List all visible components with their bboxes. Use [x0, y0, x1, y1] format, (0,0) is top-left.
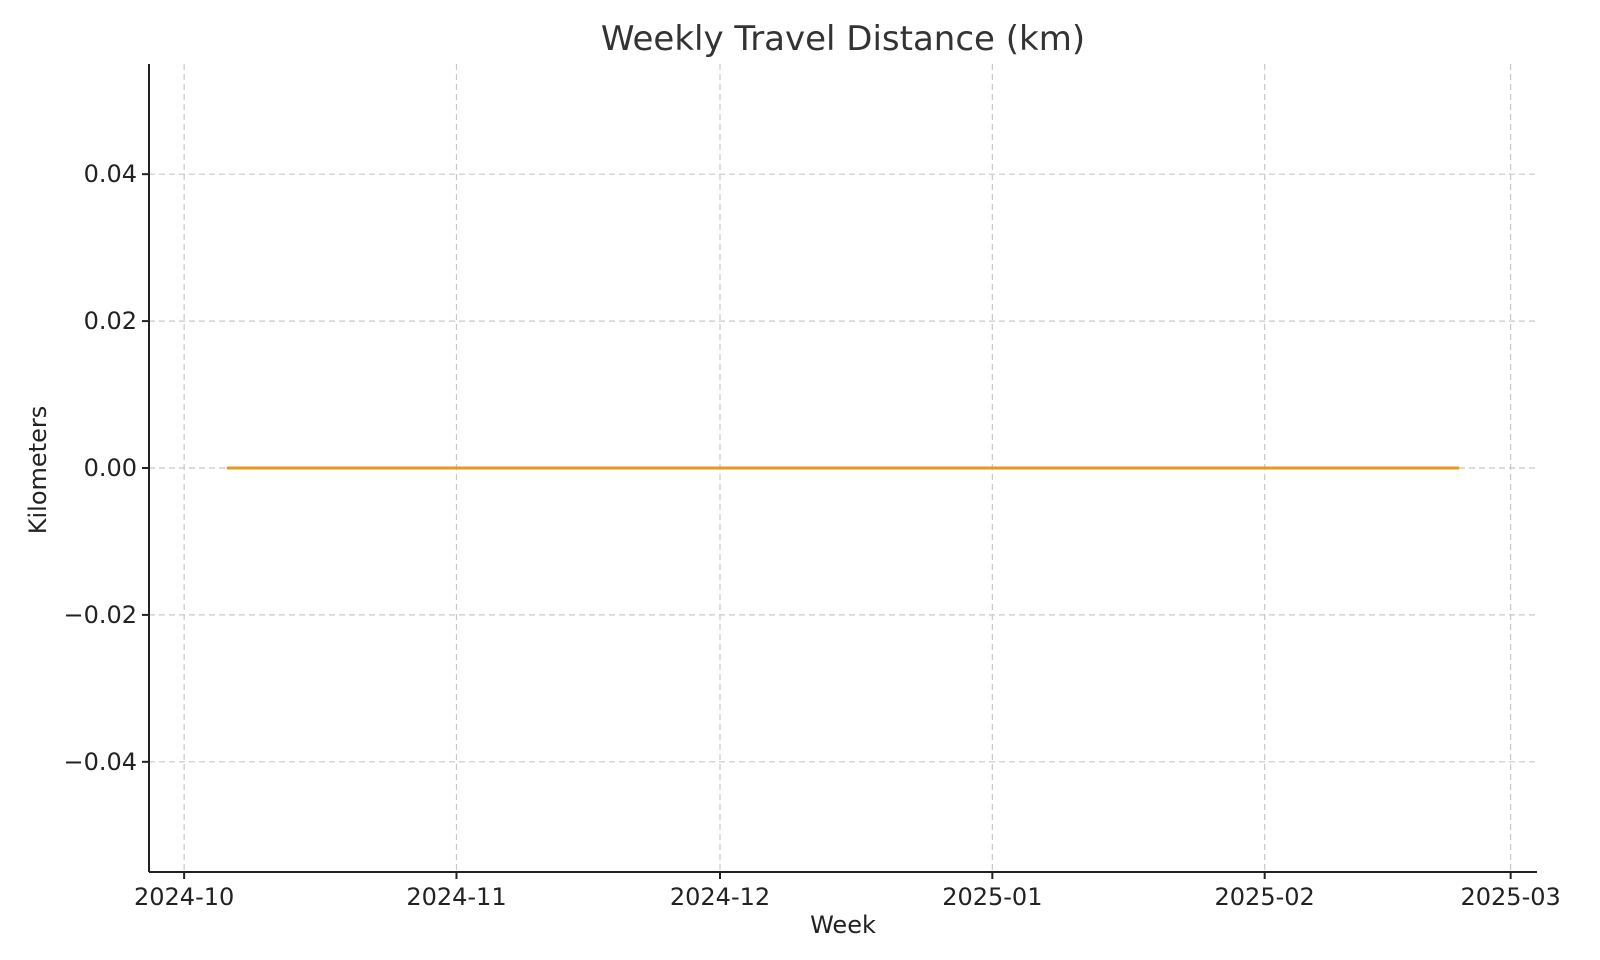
ticks: 2024-10 2024-11 2024-12 2025-01 2025-02 2025-…	[63, 160, 1560, 911]
x-tick-label: 2025-01	[942, 883, 1042, 911]
y-tick-label: 0.04	[84, 160, 137, 188]
y-tick-label: 0.02	[84, 307, 137, 335]
x-tick-label: 2025-02	[1215, 883, 1315, 911]
x-tick-label: 2024-10	[134, 883, 234, 911]
x-tick-label: 2025-03	[1461, 883, 1561, 911]
y-tick-label: 0.00	[84, 454, 137, 482]
y-tick-label: −0.04	[63, 748, 137, 776]
x-tick-label: 2024-11	[406, 883, 506, 911]
y-axis-label: Kilometers	[24, 406, 52, 534]
x-axis-label: Week	[810, 911, 876, 939]
x-tick-label: 2024-12	[670, 883, 770, 911]
chart-title: Weekly Travel Distance (km)	[601, 19, 1085, 59]
y-tick-label: −0.02	[63, 601, 137, 629]
